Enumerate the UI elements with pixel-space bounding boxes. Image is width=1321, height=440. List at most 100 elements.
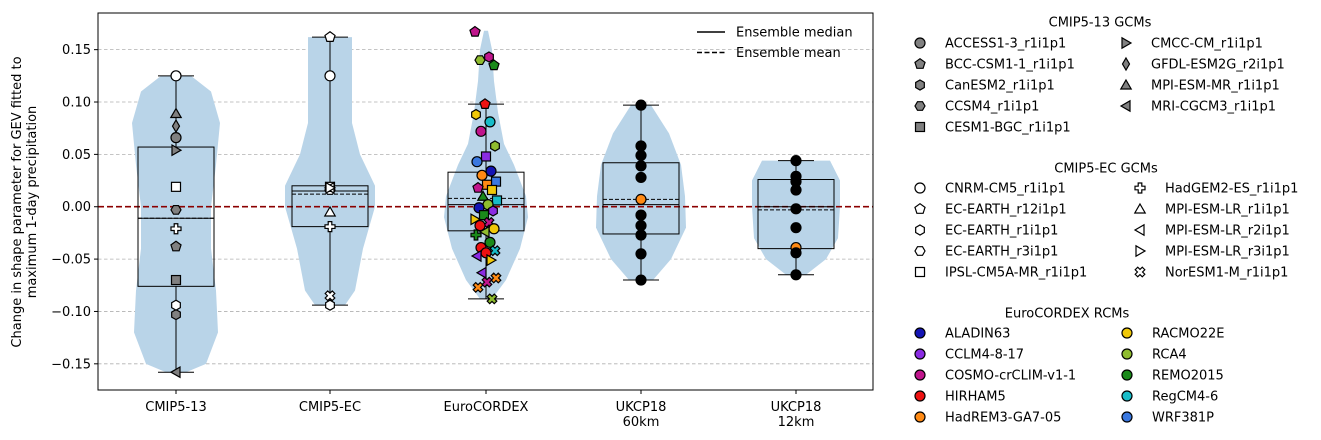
data-point	[484, 116, 496, 128]
data-point	[325, 181, 337, 195]
legend-marker	[1119, 78, 1133, 90]
data-point	[170, 181, 182, 192]
data-point	[169, 365, 181, 379]
y-tick-label: 0.15	[62, 43, 91, 58]
violin	[596, 105, 686, 281]
data-point	[481, 276, 493, 288]
legend-title: CMIP5-13 GCMs	[1049, 16, 1152, 31]
legend-marker	[1133, 202, 1147, 214]
legend-label: WRF381P	[1152, 411, 1214, 426]
data-point	[635, 160, 647, 172]
y-tick-label: 0.00	[62, 200, 91, 215]
legend-marker	[1121, 56, 1131, 72]
legend-marker	[1134, 266, 1146, 278]
y-tick-label: 0.05	[62, 148, 91, 163]
data-point	[488, 223, 500, 235]
legend-label: CanESM2_r1i1p1	[945, 79, 1055, 94]
legend-label: EC-EARTH_r1i1p1	[945, 224, 1058, 239]
legend-marker	[914, 246, 926, 256]
data-point	[170, 240, 182, 252]
legend-marker	[914, 121, 926, 133]
y-tick-label: −0.10	[51, 305, 91, 320]
legend-marker	[914, 266, 926, 278]
data-point	[484, 236, 496, 248]
line-legend-label: Ensemble mean	[736, 46, 841, 61]
legend-marker	[915, 224, 925, 236]
legend-label: ALADIN63	[945, 327, 1010, 342]
data-point	[325, 299, 335, 311]
data-point	[171, 308, 181, 321]
data-point	[323, 205, 337, 217]
legend-marker	[1121, 36, 1133, 50]
data-point	[489, 245, 501, 257]
data-point	[488, 59, 500, 71]
data-point	[170, 274, 182, 286]
violin	[752, 160, 840, 275]
data-point	[486, 293, 498, 305]
legend-marker	[1135, 244, 1147, 258]
data-point	[169, 107, 183, 119]
data-point	[790, 222, 802, 234]
data-point	[470, 249, 482, 263]
data-point	[484, 51, 494, 63]
data-point	[171, 118, 181, 134]
marker-legend: EuroCORDEX RCMs ALADIN63 CCLM4-8-17 COSMO-c…	[914, 307, 1224, 426]
data-point	[635, 209, 647, 221]
legend-label: RACMO22E	[1152, 327, 1224, 342]
data-point	[324, 31, 336, 42]
legend-marker	[914, 182, 926, 194]
data-point	[635, 193, 647, 206]
data-point	[324, 70, 336, 82]
data-point	[171, 299, 181, 311]
legend-label: CNRM-CM5_r1i1p1	[945, 182, 1066, 197]
data-point	[170, 204, 182, 215]
legend-label: MPI-ESM-MR_r1i1p1	[1151, 79, 1280, 94]
data-point	[635, 99, 647, 111]
legend-label: HadREM3-GA7-05	[945, 411, 1061, 426]
legend-label: REMO2015	[1152, 369, 1224, 384]
x-tick-label: 12km	[778, 415, 815, 430]
line-legend: Ensemble median Ensemble mean	[697, 26, 853, 61]
data-point	[635, 140, 647, 152]
data-point	[790, 203, 802, 215]
data-point	[635, 171, 647, 184]
legend-marker	[1133, 223, 1145, 237]
y-axis-label-line: maximum 1-day precipitation	[25, 106, 40, 299]
data-point	[790, 184, 802, 196]
y-axis: −0.15 −0.10 −0.05 0.00 0.05 0.10 0.15	[51, 43, 98, 372]
y-tick-label: −0.15	[51, 357, 91, 372]
data-point	[469, 25, 481, 37]
data-point	[170, 132, 182, 144]
legend-label: MPI-ESM-LR_r2i1p1	[1165, 224, 1290, 239]
data-point	[476, 169, 488, 181]
data-point	[478, 225, 490, 239]
legend-marker	[915, 79, 925, 91]
legend-label: HIRHAM5	[945, 390, 1006, 405]
legend-label: COSMO-crCLIM-v1-1	[945, 369, 1076, 384]
legend-label: GFDL-ESM2G_r2i1p1	[1151, 58, 1285, 73]
data-point	[472, 281, 484, 294]
data-point	[635, 274, 647, 286]
y-tick-label: 0.10	[62, 96, 91, 111]
legend-label: EC-EARTH_r3i1p1	[945, 245, 1058, 260]
data-point	[470, 229, 482, 241]
legend-marker	[914, 57, 926, 69]
data-point	[472, 181, 484, 193]
legend-label: MPI-ESM-LR_r3i1p1	[1165, 245, 1290, 260]
data-point	[790, 155, 802, 167]
data-point	[471, 108, 481, 121]
marker-legend: CMIP5-13 GCMs ACCESS1-3_r1i1p1 BCC-CSM1-1_…	[914, 16, 1285, 136]
data-point	[635, 248, 647, 260]
legend-marker	[1121, 369, 1133, 381]
data-point	[170, 223, 182, 235]
data-point	[490, 176, 502, 187]
legend-label: ACCESS1-3_r1i1p1	[945, 37, 1066, 52]
x-tick-label: 60km	[623, 415, 660, 430]
marker-legend: CMIP5-EC GCMs CNRM-CM5_r1i1p1 EC-EARTH_r12…	[914, 162, 1298, 281]
data-point	[474, 219, 486, 232]
legend-marker	[914, 390, 926, 402]
legend-marker	[1121, 390, 1133, 402]
legend-marker	[914, 37, 926, 49]
x-tick-label: CMIP5-EC	[299, 400, 361, 415]
